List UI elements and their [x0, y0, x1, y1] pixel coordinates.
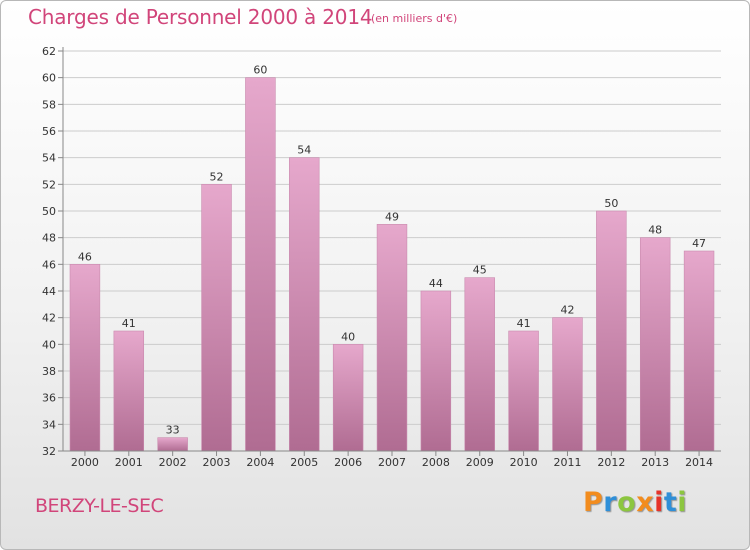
y-tick-label: 44 — [42, 285, 56, 298]
bar-value-label: 60 — [253, 64, 267, 77]
bar-2001 — [113, 330, 145, 452]
bar-value-label: 33 — [166, 424, 180, 437]
x-tick-label: 2008 — [422, 456, 450, 469]
bar-value-label: 48 — [648, 224, 662, 237]
logo-letter: P — [583, 487, 604, 518]
y-tick-label: 38 — [42, 365, 56, 378]
logo-letter: x — [636, 487, 655, 518]
y-tick-label: 62 — [42, 45, 56, 58]
x-tick-label: 2013 — [641, 456, 669, 469]
x-tick-label: 2001 — [115, 456, 143, 469]
y-tick-label: 54 — [42, 152, 56, 165]
bar-value-label: 41 — [517, 317, 531, 330]
x-tick-label: 2006 — [334, 456, 362, 469]
bar-value-label: 45 — [473, 264, 487, 277]
x-tick-label: 2004 — [246, 456, 274, 469]
bar-value-label: 47 — [692, 237, 706, 250]
bar-2014 — [683, 250, 715, 452]
y-tick-label: 34 — [42, 418, 56, 431]
chart-title: Charges de Personnel 2000 à 2014 — [28, 5, 373, 29]
bar-2004 — [245, 77, 276, 452]
logo-letter: t — [663, 487, 678, 518]
bar-2005 — [289, 157, 320, 452]
bar-2006 — [332, 344, 364, 452]
bar-2007 — [376, 224, 408, 452]
x-tick-label: 2005 — [290, 456, 318, 469]
axes: 32 34 36 38 40 42 44 46 48 50 52 54 56 58 60 62 2000 2001… — [42, 45, 721, 469]
logo-letter: i — [654, 487, 664, 518]
y-tick-label: 56 — [42, 125, 56, 138]
bar-value-label: 49 — [385, 210, 399, 223]
bar-value-label: 41 — [122, 317, 136, 330]
bar-2010 — [508, 330, 539, 452]
x-tick-label: 2010 — [510, 456, 538, 469]
logo-letter: i — [677, 487, 688, 518]
bar-2000 — [69, 264, 101, 452]
y-tick-label: 46 — [42, 258, 56, 271]
y-tick-label: 40 — [42, 338, 56, 351]
bar-value-label: 50 — [604, 197, 618, 210]
commune-name: BERZY-LE-SEC — [35, 495, 164, 517]
bar-value-label: 52 — [210, 170, 224, 183]
bar-2011 — [552, 317, 583, 452]
bar-2003 — [201, 184, 232, 452]
bar-2013 — [639, 237, 671, 452]
x-tick-label: 2000 — [71, 456, 99, 469]
x-tick-label: 2012 — [597, 456, 625, 469]
x-tick-label: 2002 — [159, 456, 187, 469]
y-tick-label: 48 — [42, 232, 56, 245]
chart-subtitle: (en milliers d'€) — [371, 12, 458, 25]
bar-2002 — [157, 437, 188, 452]
bar-value-label: 44 — [429, 277, 443, 290]
y-tick-label: 52 — [42, 178, 56, 191]
bar-value-label: 42 — [560, 304, 574, 317]
x-tick-label: 2009 — [466, 456, 494, 469]
proxiti-logo: Proxiti — [583, 487, 687, 518]
bar-2012 — [596, 210, 627, 452]
bar-value-label: 46 — [78, 250, 92, 263]
y-tick-label: 50 — [42, 205, 56, 218]
x-tick-label: 2011 — [553, 456, 581, 469]
x-tick-label: 2007 — [378, 456, 406, 469]
logo-letter: r — [603, 487, 618, 518]
logo-letter: o — [617, 487, 637, 518]
y-tick-label: 60 — [42, 72, 56, 85]
x-tick-label: 2014 — [685, 456, 713, 469]
y-tick-label: 36 — [42, 392, 56, 405]
bar-2008 — [420, 290, 452, 452]
bar-value-label: 40 — [341, 330, 355, 343]
y-tick-label: 58 — [42, 98, 56, 111]
y-tick-label: 42 — [42, 312, 56, 325]
y-tick-label: 32 — [42, 445, 56, 458]
x-tick-label: 2003 — [203, 456, 231, 469]
bar-value-label: 54 — [297, 144, 311, 157]
bar-2009 — [464, 277, 495, 452]
bars: 46 41 33 52 60 54 40 49 44 45 41 42 50 48 47 — [69, 64, 715, 452]
